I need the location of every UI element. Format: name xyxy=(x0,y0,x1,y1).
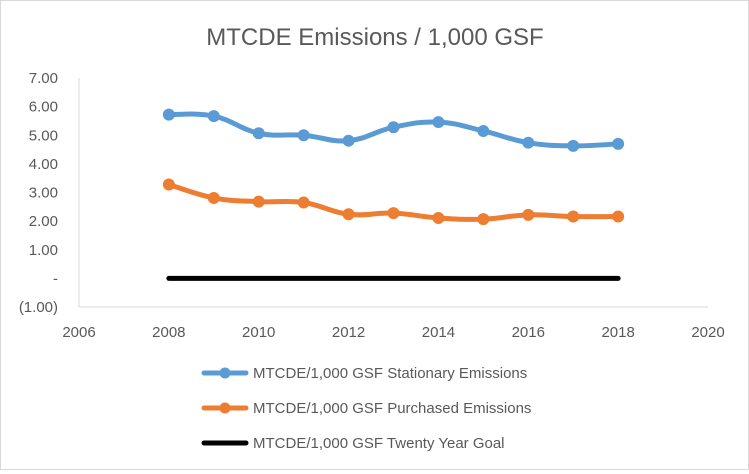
data-point xyxy=(477,213,490,226)
legend-item: MTCDE/1,000 GSF Stationary Emissions xyxy=(201,365,527,382)
data-point xyxy=(522,136,535,149)
data-point xyxy=(207,110,220,123)
y-tick-label: 1.00 xyxy=(29,242,58,259)
chart-title: MTCDE Emissions / 1,000 GSF xyxy=(206,24,543,51)
data-point xyxy=(162,108,175,121)
y-tick-label: 4.00 xyxy=(29,156,58,173)
data-point xyxy=(612,210,625,223)
series-1 xyxy=(162,108,625,152)
plot-area: 7.00 6.00 5.00 4.00 3.00 2.00 1.00 - (1.00)2006 2… xyxy=(19,70,725,341)
x-tick-label: 2012 xyxy=(332,324,365,341)
data-point xyxy=(477,124,490,137)
data-point xyxy=(432,116,445,129)
data-point xyxy=(612,137,625,150)
legend-item: MTCDE/1,000 GSF Twenty Year Goal xyxy=(201,435,505,452)
data-point xyxy=(252,127,265,140)
data-point xyxy=(387,121,400,134)
legend-label: MTCDE/1,000 GSF Twenty Year Goal xyxy=(253,435,505,452)
legend-swatch-marker xyxy=(219,402,231,414)
y-tick-label: (1.00) xyxy=(19,299,58,316)
data-point xyxy=(387,207,400,220)
y-tick-label: 5.00 xyxy=(29,127,58,144)
x-tick-label: 2020 xyxy=(691,324,724,341)
data-point xyxy=(522,208,535,221)
legend-item: MTCDE/1,000 GSF Purchased Emissions xyxy=(201,400,531,417)
series-2 xyxy=(162,178,625,226)
y-tick-label: 6.00 xyxy=(29,99,58,116)
legend-label: MTCDE/1,000 GSF Purchased Emissions xyxy=(253,400,531,417)
data-point xyxy=(342,134,355,147)
data-point xyxy=(207,191,220,204)
y-tick-label: - xyxy=(53,270,58,287)
x-tick-label: 2008 xyxy=(152,324,185,341)
data-point xyxy=(342,208,355,221)
data-point xyxy=(567,139,580,152)
y-tick-label: 7.00 xyxy=(29,70,58,87)
y-tick-label: 2.00 xyxy=(29,213,58,230)
x-tick-label: 2018 xyxy=(601,324,634,341)
legend-label: MTCDE/1,000 GSF Stationary Emissions xyxy=(253,365,527,382)
data-point xyxy=(252,195,265,208)
x-tick-label: 2016 xyxy=(512,324,545,341)
data-point xyxy=(567,210,580,223)
x-tick-label: 2010 xyxy=(242,324,275,341)
x-tick-label: 2014 xyxy=(422,324,455,341)
y-tick-label: 3.00 xyxy=(29,185,58,202)
legend: MTCDE/1,000 GSF Stationary Emissions MTCD… xyxy=(201,365,531,452)
data-point xyxy=(432,211,445,224)
x-tick-label: 2006 xyxy=(62,324,95,341)
data-point xyxy=(297,129,310,142)
data-point xyxy=(297,196,310,209)
data-point xyxy=(162,178,175,191)
legend-swatch-marker xyxy=(219,367,231,379)
